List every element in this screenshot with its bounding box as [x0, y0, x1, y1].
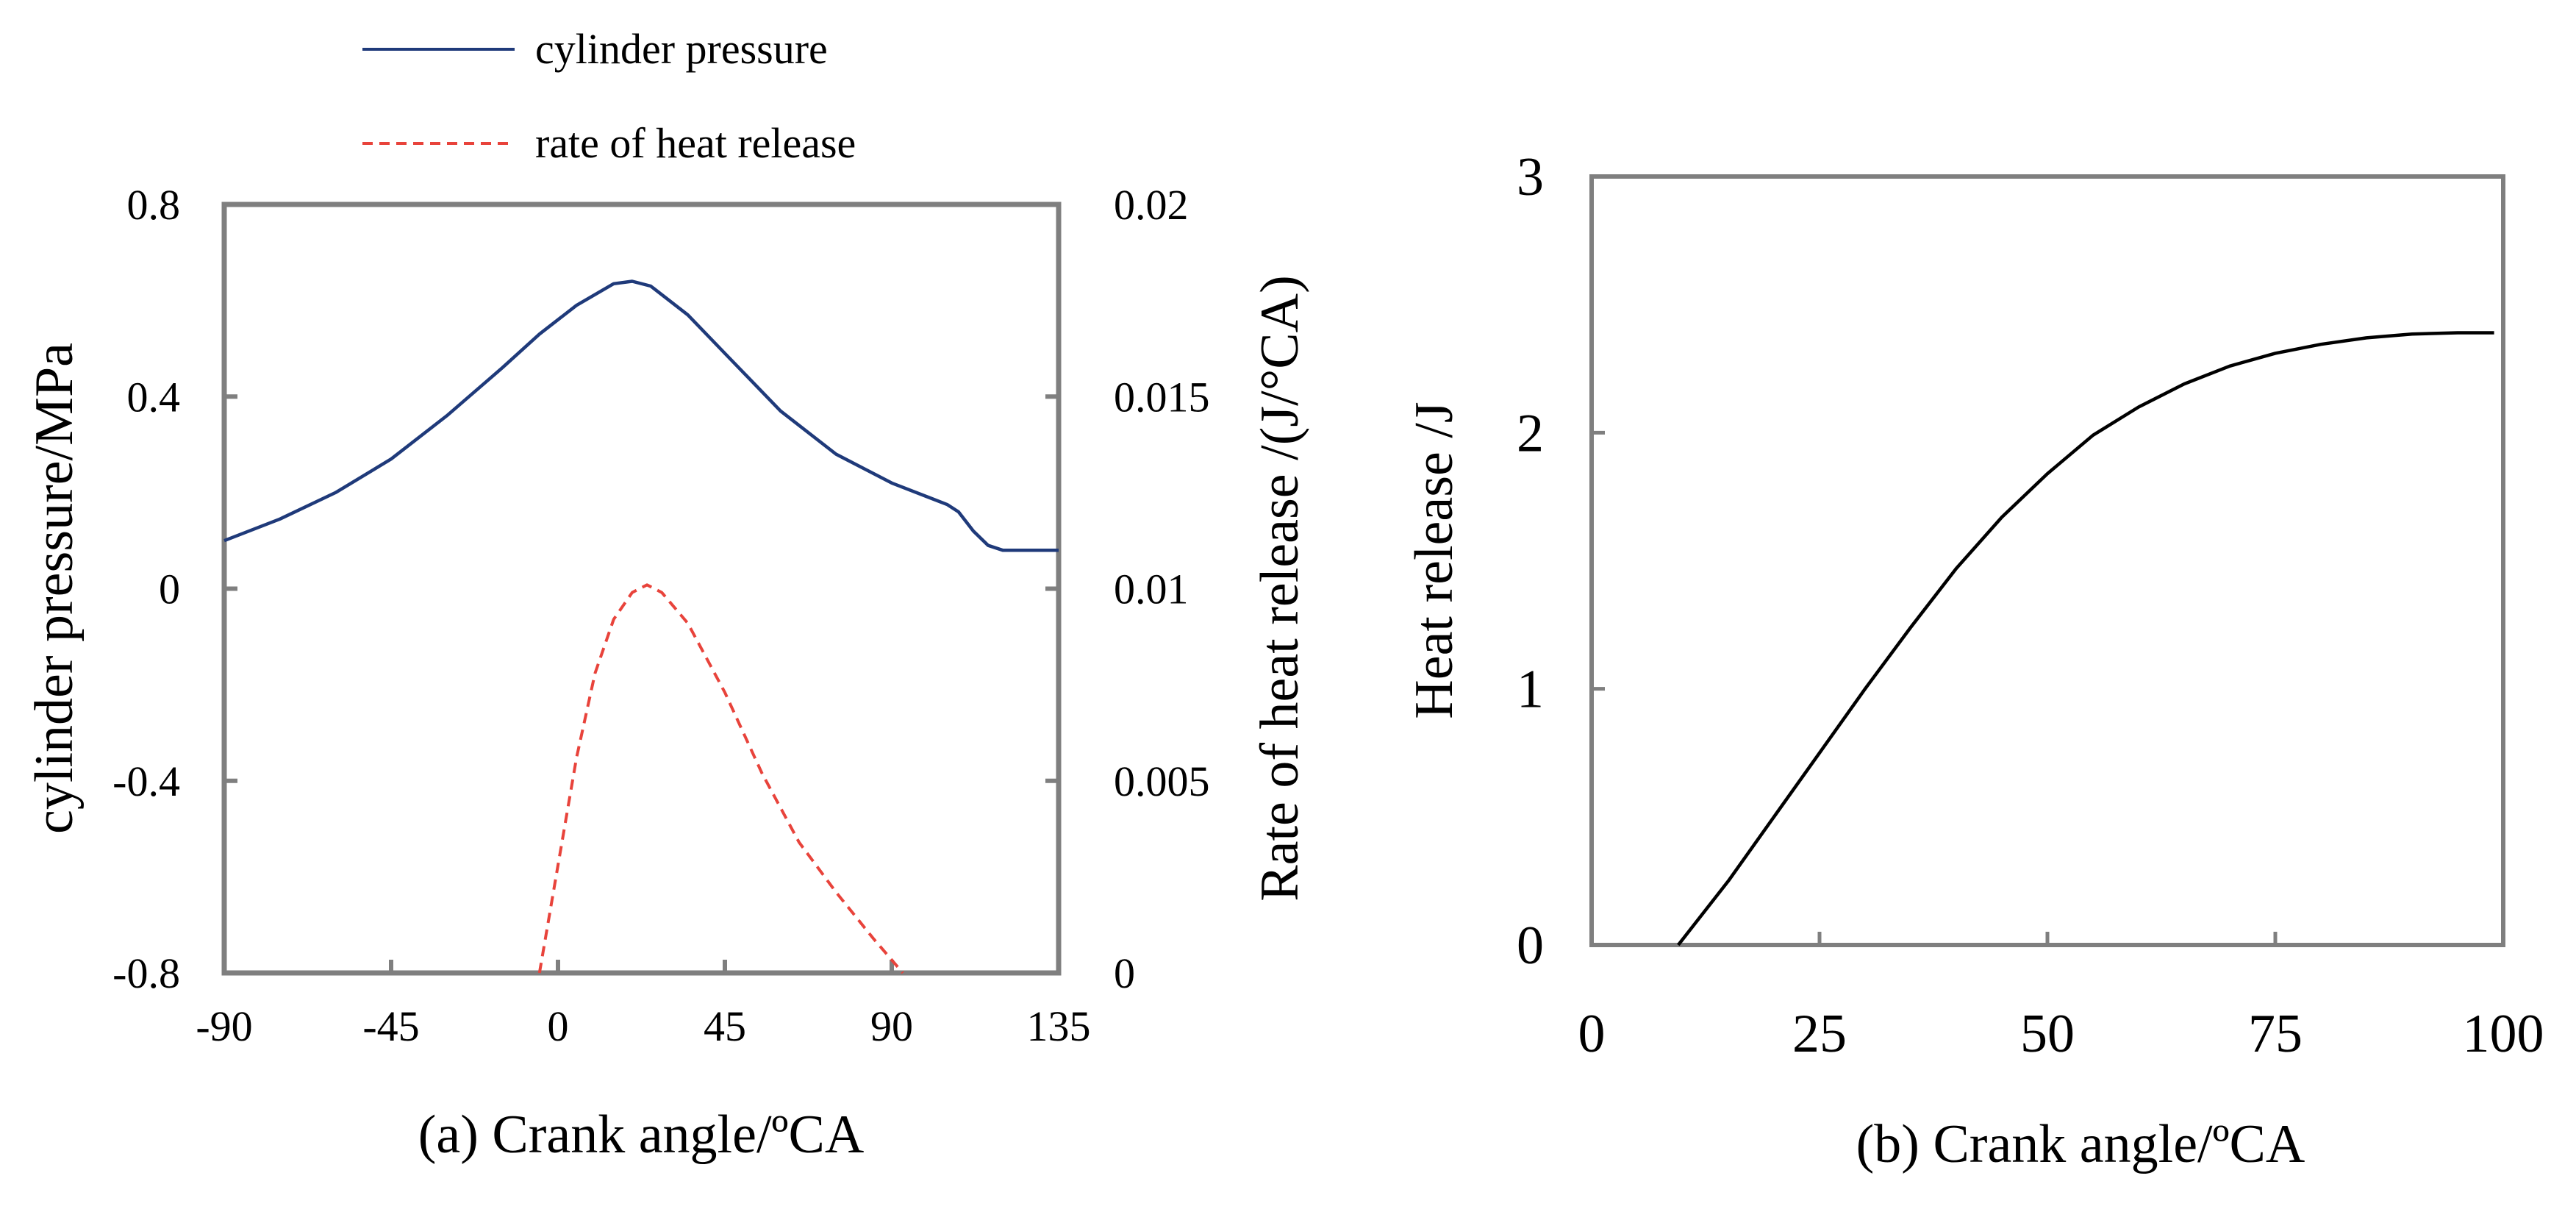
chart-a-y-tick-label: 0	[159, 566, 180, 613]
chart-a-y-axis-right: 0 0.005 0.01 0.015 0.02	[1045, 181, 1210, 997]
chart-b-x-label: (b) Crank angle/ºCA	[1856, 1114, 2305, 1174]
chart-b-series-heat-release	[1677, 331, 2494, 946]
chart-a-x-tick-label: -45	[362, 1002, 419, 1050]
chart-a-y-tick-label: 0.8	[127, 181, 181, 229]
chart-a-x-tick-label: 135	[1027, 1002, 1091, 1050]
chart-a-x-tick-label: 0	[548, 1002, 569, 1050]
legend: cylinder pressure rate of heat release	[362, 25, 856, 167]
chart-b-y-tick-label: 3	[1517, 147, 1544, 207]
chart-b-series	[1677, 331, 2494, 946]
chart-b-x-tick-label: 75	[2248, 1004, 2303, 1064]
chart-b-x-tick-label: 25	[1792, 1004, 1847, 1064]
chart-b-y-tick-label: 0	[1517, 916, 1544, 976]
chart-b-x-axis: 0 25 50 75 100	[1578, 932, 2544, 1064]
chart-b-plot-frame	[1589, 174, 2505, 947]
chart-a-y2-tick-label: 0.01	[1114, 566, 1189, 613]
chart-a-y-tick-label: -0.8	[112, 949, 180, 997]
chart-a-x-tick-label: -90	[196, 1002, 252, 1050]
chart-a-series	[223, 279, 1059, 974]
chart-a-x-axis: -90 -45 0 45 90 135	[196, 960, 1091, 1050]
chart-a-x-tick-label: 90	[870, 1002, 913, 1050]
chart-b-x-tick-label: 100	[2463, 1004, 2544, 1064]
chart-a-y-tick-label: 0.4	[127, 373, 181, 421]
chart-a: -90 -45 0 45 90 135 -0.8 -0.4 0 0.4 0.8 0 0.005 0.0…	[24, 181, 1310, 1165]
chart-b-y-tick-label: 1	[1517, 660, 1544, 720]
chart-a-series-heat-release-rate	[537, 583, 904, 974]
chart-b-y-tick-label: 2	[1517, 403, 1544, 463]
chart-b-x-tick-label: 50	[2020, 1004, 2075, 1064]
chart-b-y-label: Heat release /J	[1404, 402, 1464, 718]
legend-label-heat-rate: rate of heat release	[535, 119, 856, 167]
chart-a-y2-label: Rate of heat release /(J/°CA)	[1250, 275, 1310, 901]
chart-b-x-tick-label: 0	[1578, 1004, 1606, 1064]
chart-a-y-tick-label: -0.4	[112, 757, 180, 805]
chart-a-y2-tick-label: 0	[1114, 949, 1135, 997]
chart-a-x-label: (a) Crank angle/ºCA	[418, 1105, 865, 1165]
chart-a-y-label: cylinder pressure/MPa	[24, 343, 85, 834]
legend-label-pressure: cylinder pressure	[535, 25, 828, 73]
chart-a-y2-tick-label: 0.005	[1114, 757, 1210, 805]
chart-b: 0 25 50 75 100 0 1 2 3 (b) Crank angle/ºCA Heat…	[1404, 147, 2544, 1174]
chart-a-x-tick-label: 45	[704, 1002, 746, 1050]
chart-a-plot-frame	[221, 202, 1062, 976]
chart-a-y2-tick-label: 0.015	[1114, 373, 1210, 421]
chart-b-y-axis: 0 1 2 3	[1517, 147, 1605, 976]
chart-a-series-cylinder-pressure	[223, 279, 1059, 552]
chart-a-y2-tick-label: 0.02	[1114, 181, 1189, 229]
chart-a-y-axis-left: -0.8 -0.4 0 0.4 0.8	[112, 181, 237, 997]
